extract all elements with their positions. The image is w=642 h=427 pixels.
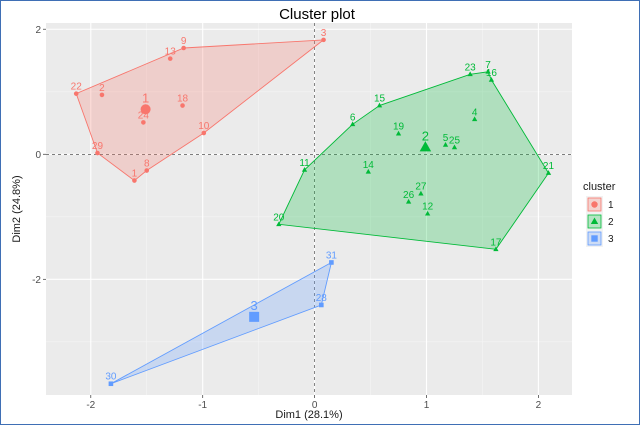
cluster-1-hull <box>75 39 325 182</box>
point-label-2: 2 <box>99 83 105 94</box>
point-label-11: 11 <box>299 158 310 169</box>
legend-label-3: 3 <box>608 234 614 245</box>
center-label-3: 3 <box>251 298 258 313</box>
point-17 <box>493 246 499 252</box>
y-tick-label: 0 <box>35 150 41 161</box>
legend-marker-2 <box>590 217 599 225</box>
point-2 <box>99 92 105 98</box>
point-9 <box>181 45 186 51</box>
x-tick-label: -1 <box>198 400 207 411</box>
point-label-23: 23 <box>465 62 477 73</box>
point-label-30: 30 <box>105 372 117 383</box>
x-tick-label: 2 <box>536 400 542 411</box>
point-14 <box>365 168 371 174</box>
point-30 <box>108 381 114 387</box>
point-label-10: 10 <box>198 121 210 132</box>
point-19 <box>395 130 402 136</box>
point-7 <box>485 68 491 74</box>
point-31 <box>329 260 334 265</box>
point-25 <box>451 144 458 150</box>
point-label-20: 20 <box>273 212 285 223</box>
legend-label-1: 1 <box>608 200 614 211</box>
center-2 <box>419 141 432 152</box>
point-label-9: 9 <box>181 36 187 47</box>
point-label-15: 15 <box>374 94 386 105</box>
cluster-centers: 123 <box>140 90 432 322</box>
point-11 <box>301 167 308 172</box>
point-13 <box>167 56 173 61</box>
point-label-8: 8 <box>144 159 150 170</box>
point-label-28: 28 <box>316 293 328 304</box>
legend-label-2: 2 <box>608 217 614 228</box>
axis-ticks: -2 -1 0 1 2-202 <box>32 25 542 411</box>
point-label-4: 4 <box>472 107 478 118</box>
point-label-19: 19 <box>393 122 405 133</box>
x-axis-label: Dim1 (28.1%) <box>275 409 342 421</box>
x-tick-label: 1 <box>424 400 430 411</box>
cluster-hulls <box>75 39 550 385</box>
center-label-1: 1 <box>142 90 149 105</box>
legend-marker-3 <box>591 235 598 242</box>
point-18 <box>180 103 185 108</box>
point-5 <box>442 142 449 147</box>
point-21 <box>545 170 552 175</box>
cluster-2-hull <box>278 71 550 250</box>
point-6 <box>350 121 356 127</box>
point-15 <box>376 102 383 108</box>
point-label-25: 25 <box>449 135 461 146</box>
y-axis-label: Dim2 (24.8%) <box>11 175 23 242</box>
point-label-14: 14 <box>363 160 375 171</box>
point-label-21: 21 <box>543 161 555 172</box>
center-label-2: 2 <box>422 128 429 143</box>
point-23 <box>467 71 473 77</box>
x-tick-label: 0 <box>312 400 318 411</box>
point-label-29: 29 <box>92 141 104 152</box>
point-8 <box>144 168 150 173</box>
legend-marker-1 <box>591 201 598 208</box>
point-24 <box>141 120 146 125</box>
point-3 <box>321 37 326 43</box>
grid-lines <box>46 23 572 395</box>
point-label-26: 26 <box>403 190 415 201</box>
point-label-3: 3 <box>321 28 327 39</box>
point-label-12: 12 <box>422 202 434 213</box>
point-label-7: 7 <box>485 60 491 71</box>
point-label-5: 5 <box>443 133 449 144</box>
point-26 <box>405 198 412 204</box>
point-20 <box>276 221 282 227</box>
point-28 <box>319 302 324 308</box>
chart-title: Cluster plot <box>279 6 356 23</box>
x-tick-label: -2 <box>86 400 95 411</box>
point-label-24: 24 <box>138 110 150 121</box>
point-label-22: 22 <box>71 82 83 93</box>
point-27 <box>418 190 424 196</box>
center-3 <box>249 311 260 322</box>
legend-title: cluster <box>583 181 616 193</box>
data-points <box>73 37 552 387</box>
plot-panel <box>46 23 572 395</box>
y-tick-label: 2 <box>35 25 41 36</box>
point-label-16: 16 <box>486 68 498 79</box>
center-1 <box>140 104 151 115</box>
point-label-27: 27 <box>415 182 427 193</box>
point-label-6: 6 <box>350 112 356 123</box>
point-label-17: 17 <box>490 237 502 248</box>
point-label-31: 31 <box>326 250 338 261</box>
point-22 <box>73 91 79 96</box>
legend: cluster 1 2 3 <box>583 181 616 247</box>
point-1 <box>132 178 137 183</box>
point-16 <box>488 77 495 82</box>
point-4 <box>471 116 478 122</box>
point-10 <box>201 130 207 136</box>
cluster-3-hull <box>110 261 333 385</box>
point-12 <box>424 210 431 216</box>
y-tick-label: -2 <box>32 275 41 286</box>
point-label-1: 1 <box>132 169 138 180</box>
point-label-13: 13 <box>165 47 177 58</box>
point-29 <box>95 150 100 156</box>
point-label-18: 18 <box>177 94 189 105</box>
